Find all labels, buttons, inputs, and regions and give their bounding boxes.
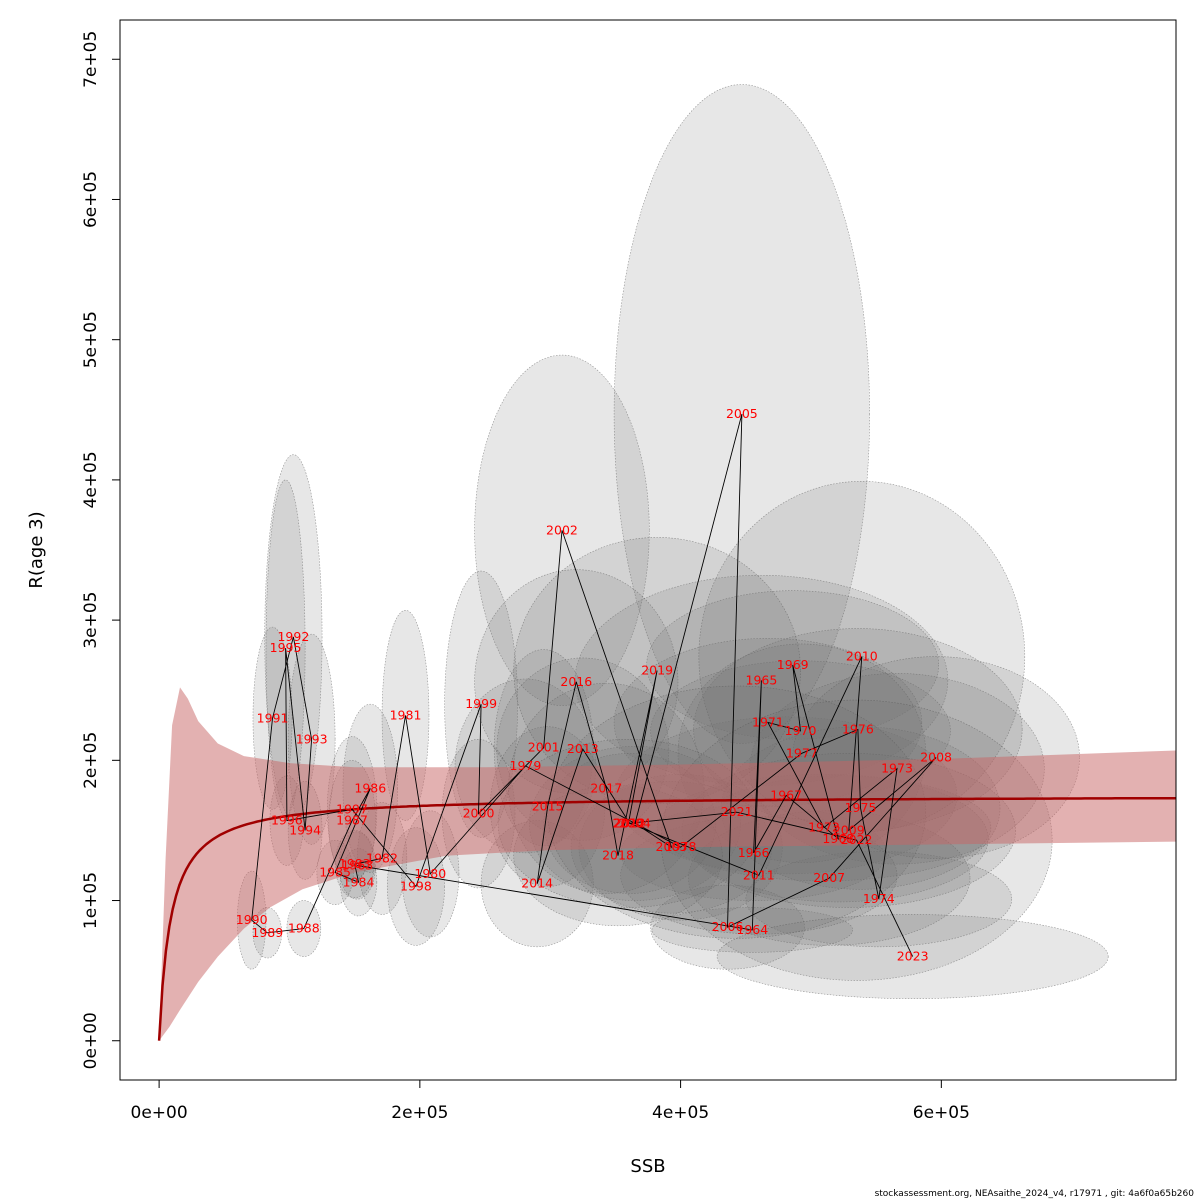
- year-label-1985: 1985: [319, 864, 351, 879]
- year-label-1993: 1993: [296, 731, 328, 746]
- x-axis: 0e+00 2e+05 4e+05 6e+05: [131, 1079, 970, 1123]
- year-label-1974: 1974: [863, 891, 895, 906]
- year-label-1979: 1979: [510, 758, 542, 773]
- x-axis-title: SSB: [630, 1156, 665, 1177]
- year-label-2004: 2004: [619, 815, 651, 830]
- year-label-2002: 2002: [546, 522, 578, 537]
- year-label-1965: 1965: [746, 672, 778, 687]
- x-tick-label: 0e+00: [131, 1103, 188, 1123]
- x-tick-label: 4e+05: [652, 1103, 709, 1123]
- y-tick-label: 7e+05: [81, 31, 101, 88]
- year-label-2017: 2017: [590, 780, 622, 795]
- year-label-1964: 1964: [736, 922, 768, 937]
- year-label-1986: 1986: [354, 780, 386, 795]
- year-label-2011: 2011: [743, 867, 775, 882]
- year-label-1976: 1976: [842, 721, 874, 736]
- year-label-1999: 1999: [465, 696, 497, 711]
- year-label-1984: 1984: [343, 874, 375, 889]
- year-label-1995: 1995: [270, 640, 302, 655]
- year-label-2008: 2008: [920, 750, 952, 765]
- y-tick-label: 0e+00: [81, 1012, 101, 1069]
- year-label-2012: 2012: [614, 815, 646, 830]
- year-label-1994: 1994: [289, 822, 321, 837]
- year-label-1969: 1969: [777, 657, 809, 672]
- year-label-1972: 1972: [808, 820, 840, 835]
- year-label-1988: 1988: [288, 921, 320, 936]
- year-label-1978: 1978: [665, 839, 697, 854]
- year-label-1990: 1990: [236, 912, 268, 927]
- year-label-2013: 2013: [567, 741, 599, 756]
- year-label-1983: 1983: [339, 856, 371, 871]
- year-label-1966: 1966: [738, 845, 770, 860]
- year-label-1970: 1970: [785, 723, 817, 738]
- year-label-1971: 1971: [752, 714, 784, 729]
- year-label-2022: 2022: [841, 832, 873, 847]
- year-label-2006: 2006: [712, 919, 744, 934]
- year-label-1977: 1977: [786, 745, 818, 760]
- y-tick-label: 2e+05: [81, 732, 101, 789]
- year-label-1989: 1989: [251, 925, 283, 940]
- year-label-2003: 2003: [656, 839, 688, 854]
- year-label-1991: 1991: [257, 710, 289, 725]
- y-axis: 0e+00 1e+05 2e+05 3e+05 4e+05 5e+05 6e+05 7e+05: [81, 31, 121, 1069]
- year-label-2005: 2005: [726, 406, 758, 421]
- year-label-2000: 2000: [463, 806, 495, 821]
- year-label-1981: 1981: [390, 707, 422, 722]
- year-label-1967: 1967: [770, 787, 802, 802]
- year-label-2021: 2021: [721, 804, 753, 819]
- year-label-2001: 2001: [528, 740, 560, 755]
- year-label-2016: 2016: [560, 674, 592, 689]
- year-label-2014: 2014: [521, 876, 553, 891]
- year-label-1975: 1975: [845, 800, 877, 815]
- year-label-2018: 2018: [602, 848, 634, 863]
- year-label-1982: 1982: [366, 850, 398, 865]
- year-label-1980: 1980: [414, 866, 446, 881]
- year-label-2015: 2015: [532, 799, 564, 814]
- y-tick-label: 5e+05: [81, 311, 101, 368]
- year-label-1973: 1973: [881, 761, 913, 776]
- x-tick-label: 6e+05: [913, 1103, 970, 1123]
- y-tick-label: 3e+05: [81, 592, 101, 649]
- year-label-1997: 1997: [336, 801, 368, 816]
- year-label-1968: 1968: [822, 831, 854, 846]
- ellipse-1965: [574, 574, 949, 786]
- year-label-1992: 1992: [277, 629, 309, 644]
- year-label-2019: 2019: [641, 663, 673, 678]
- year-label-2010: 2010: [846, 649, 878, 664]
- year-label-2020: 2020: [613, 815, 645, 830]
- fit-confidence-band: [159, 687, 1176, 1041]
- y-axis-title: R(age 3): [26, 511, 47, 588]
- year-label-1963: 1963: [341, 857, 373, 872]
- year-label-1996: 1996: [271, 813, 303, 828]
- y-tick-label: 6e+05: [81, 171, 101, 228]
- year-label-1998: 1998: [400, 879, 432, 894]
- y-tick-label: 1e+05: [81, 872, 101, 929]
- year-label-2009: 2009: [833, 822, 865, 837]
- year-label-1987: 1987: [336, 813, 368, 828]
- year-path-line: [251, 413, 937, 957]
- footer-credit: stockassessment.org, NEAsaithe_2024_v4, …: [875, 1189, 1195, 1199]
- y-tick-label: 4e+05: [81, 451, 101, 508]
- year-label-2023: 2023: [897, 949, 929, 964]
- year-label-2007: 2007: [813, 870, 845, 885]
- fit-curve: [157, 796, 1176, 1041]
- x-tick-label: 2e+05: [391, 1103, 448, 1123]
